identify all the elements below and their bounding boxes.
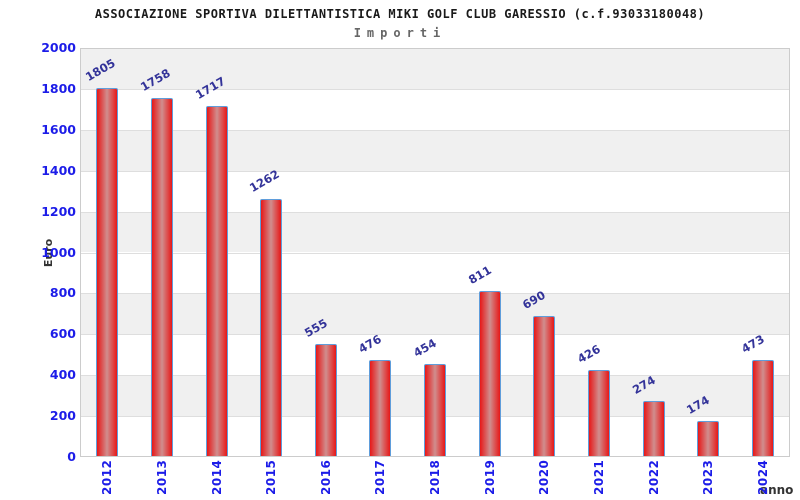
chart-title: ASSOCIAZIONE SPORTIVA DILETTANTISTICA MI…	[94, 7, 706, 21]
x-tick-label: 2017	[373, 459, 388, 495]
x-tick-label: 2014	[209, 459, 224, 495]
bar-2012	[96, 87, 119, 457]
x-tick-label: 2018	[428, 459, 442, 495]
y-tick-label: 0	[67, 449, 76, 464]
bar-2024	[751, 360, 774, 457]
gridline	[81, 293, 789, 295]
bar-2019	[478, 291, 501, 457]
plot-band	[81, 129, 789, 171]
bar-2017	[369, 359, 392, 457]
plot-band	[81, 252, 789, 294]
plot-band	[81, 211, 789, 253]
x-tick-label: 2016	[318, 459, 333, 495]
bar-2020	[533, 315, 556, 457]
y-tick-label: 1200	[41, 203, 76, 219]
gridline	[81, 211, 789, 213]
plot-band	[81, 170, 789, 212]
x-tick-label: 2015	[264, 459, 279, 495]
x-tick-label: 2019	[482, 459, 497, 495]
bar-2021	[587, 369, 610, 457]
plot-band	[81, 293, 789, 335]
y-tick-label: 2000	[41, 40, 76, 55]
plot-band	[81, 48, 789, 89]
bar-2022	[642, 401, 665, 457]
y-tick-label: 600	[49, 326, 76, 342]
bar-2016	[314, 343, 337, 457]
bar-2018	[424, 364, 446, 457]
bar-2015	[260, 198, 283, 457]
y-tick-label: 400	[49, 367, 76, 383]
x-tick-label: 2022	[646, 459, 661, 495]
plot-band	[81, 88, 789, 130]
y-tick-label: 800	[49, 285, 76, 301]
gridline	[81, 129, 789, 131]
x-tick-label: 2024	[755, 459, 770, 495]
x-tick-label: 2012	[100, 459, 115, 495]
gridline	[81, 252, 789, 254]
bar-2014	[205, 105, 228, 457]
x-axis-title: anno	[760, 483, 794, 497]
bar-2013	[150, 97, 173, 457]
gridline	[81, 88, 789, 90]
chart-subtitle: Importi	[353, 26, 447, 40]
y-tick-label: 1400	[41, 162, 76, 178]
y-tick-label: 200	[49, 408, 76, 424]
gridline	[81, 170, 789, 172]
x-tick-label: 2023	[701, 459, 716, 495]
bar-2023	[697, 421, 720, 457]
x-tick-label: 2020	[537, 459, 552, 495]
gridline	[81, 334, 789, 336]
x-tick-label: 2021	[591, 459, 606, 495]
y-tick-label: 1800	[41, 80, 76, 96]
y-tick-label: 1600	[41, 121, 76, 137]
x-tick-label: 2013	[154, 459, 169, 495]
y-tick-label: 1000	[41, 244, 76, 260]
